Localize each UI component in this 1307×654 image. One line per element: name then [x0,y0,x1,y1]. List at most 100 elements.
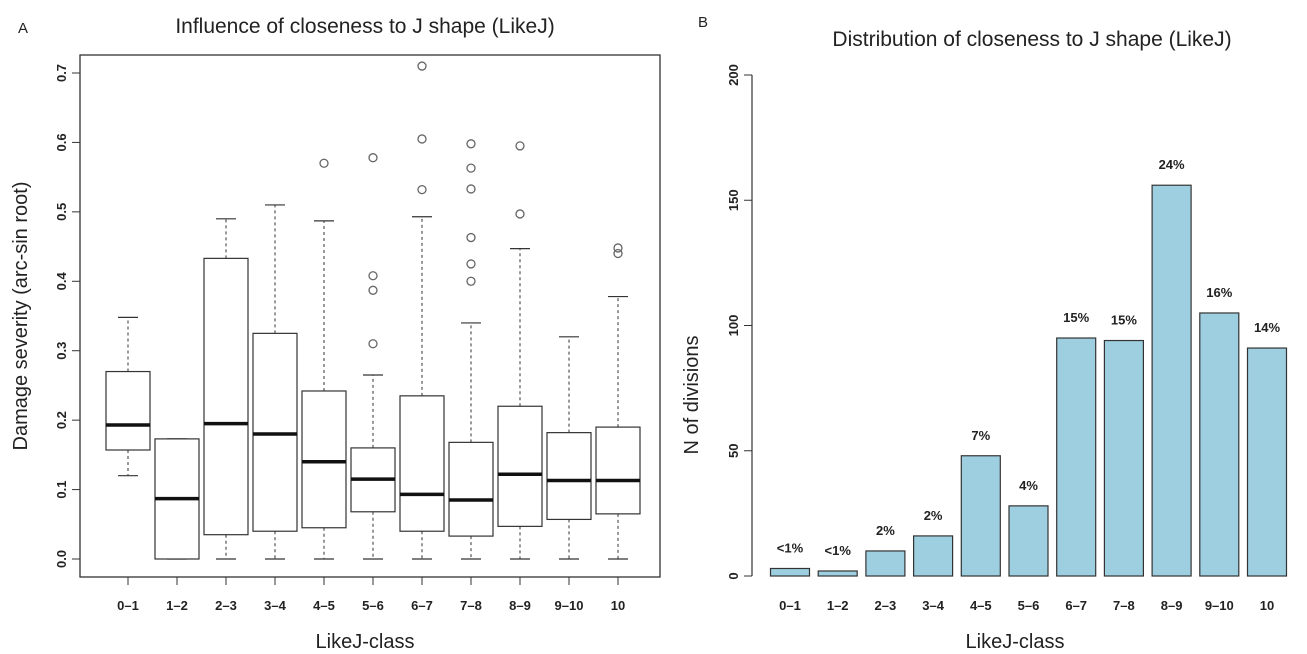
x-tick-label: 6–7 [1065,598,1087,613]
x-tick-label: 9–10 [555,598,584,613]
y-tick-label: 0.0 [54,550,69,568]
panel-b-title: Distribution of closeness to J shape (Li… [832,28,1231,51]
y-tick-label: 150 [726,189,741,211]
y-tick-label: 0.4 [54,271,69,290]
box-body [203,257,249,536]
outlier-point [417,61,427,71]
panel-a-title: Influence of closeness to J shape (LikeJ… [175,15,554,38]
box-body [497,405,543,527]
x-tick-label: 7–8 [1113,598,1135,613]
bar-data-label: <1% [777,540,804,555]
x-tick-label: 3–4 [922,598,944,613]
outlier-point [466,139,476,149]
box-body [546,432,592,521]
box-body [301,390,347,529]
box-body [399,395,445,532]
x-tick-label: 4–5 [970,598,992,613]
y-tick-label: 200 [726,64,741,86]
bar-data-label: 2% [924,508,943,523]
bar-data-label: 4% [1019,478,1038,493]
x-tick-label: 8–9 [1161,598,1183,613]
bar-data-label: 15% [1111,313,1137,328]
x-tick-label: 9–10 [1205,598,1234,613]
panel-a-boxes [105,61,641,560]
bar-8–9 [1151,184,1192,577]
outlier-point [466,259,476,269]
outlier-point [466,163,476,173]
x-tick-label: 3–4 [264,598,286,613]
y-tick-label: 0.7 [54,64,69,82]
y-tick-label: 0.5 [54,203,69,221]
box-7–8 [448,139,494,560]
outlier-point [368,271,378,281]
panel-b-y-axis-title: N of divisions [681,336,703,455]
panel-a-plot-frame [79,54,661,578]
box-5–6 [350,153,396,560]
bar-4–5 [960,455,1001,577]
panel-a-x-axis: 0–1 1–2 2–3 3–4 4–5 5–6 6–7 7–8 8–9 9–10 10 [117,577,625,613]
x-tick-label: 1–2 [827,598,849,613]
panel-b-bars: <1% <1% 2% 2% 7% 4% 15% 15% 24% 16% 14% [769,157,1288,577]
bar-1–2 [817,570,858,577]
x-tick-label: 5–6 [1018,598,1040,613]
x-tick-label: 2–3 [215,598,237,613]
panel-b-bar-chart: B Distribution of closeness to J shape (… [681,14,1288,653]
box-body [595,426,641,515]
bar-data-label: 24% [1159,157,1185,172]
outlier-point [613,248,623,259]
bar-6–7 [1056,337,1097,577]
box-3–4 [252,204,298,560]
outlier-point [466,276,476,286]
outlier-point [417,134,427,144]
x-tick-label: 8–9 [509,598,531,613]
box-0–1 [105,316,151,477]
bar-0–1 [769,567,811,577]
outlier-point [368,153,378,163]
panel-b-label: B [698,14,708,31]
panel-a-y-axis-title: Damage severity (arc-sin root) [10,182,32,451]
outlier-point [368,285,378,295]
y-tick-label: 100 [726,315,741,337]
bar-data-label: 16% [1206,285,1232,300]
bar-3–4 [912,535,954,577]
y-tick-label: 0.3 [54,342,69,360]
box-6–7 [399,61,445,560]
box-body [448,441,494,537]
bar-5–6 [1008,505,1049,577]
panel-a-x-axis-title: LikeJ-class [316,631,415,653]
panel-b-x-axis: 0–1 1–2 2–3 3–4 4–5 5–6 6–7 7–8 8–9 9–10 10 [779,598,1274,613]
outlier-point [515,209,525,219]
outlier-point [466,184,476,194]
box-1–2 [154,438,200,560]
y-tick-label: 0 [726,572,741,579]
y-tick-label: 0.2 [54,411,69,429]
x-tick-label: 10 [1260,598,1274,613]
box-9–10 [546,336,592,560]
x-tick-label: 7–8 [460,598,482,613]
bar-2–3 [865,550,906,577]
outlier-point [613,243,623,253]
x-tick-label: 0–1 [779,598,801,613]
bar-7–8 [1103,339,1145,577]
box-2–3 [203,218,249,560]
x-tick-label: 0–1 [117,598,139,613]
x-tick-label: 4–5 [313,598,335,613]
y-tick-label: 0.6 [54,133,69,151]
bar-data-label: <1% [825,543,852,558]
bar-data-label: 14% [1254,320,1280,335]
outlier-point [417,184,427,195]
bar-10 [1246,347,1288,577]
outlier-point [319,158,329,168]
y-tick-label: 50 [726,444,741,458]
box-10 [595,243,641,560]
bar-data-label: 2% [876,523,895,538]
box-body [105,370,151,451]
bar-data-label: 15% [1063,310,1089,325]
panel-a-boxplot: A Influence of closeness to J shape (Lik… [10,15,661,653]
bar-9–10 [1199,312,1240,577]
y-tick-label: 0.1 [54,481,69,499]
x-tick-label: 6–7 [411,598,433,613]
bar-data-label: 7% [971,428,990,443]
outlier-point [466,232,476,243]
